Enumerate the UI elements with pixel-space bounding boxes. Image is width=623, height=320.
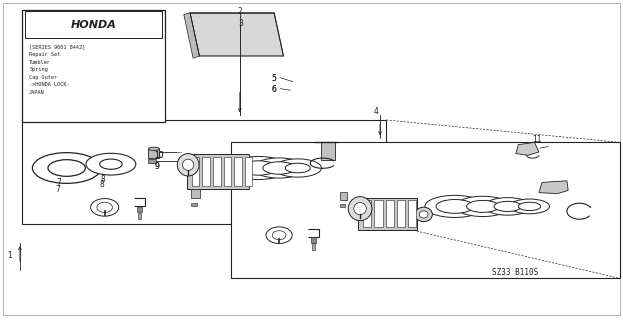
Ellipse shape [86,153,136,175]
Text: Repair Set: Repair Set [29,52,60,57]
Text: 7: 7 [57,178,62,187]
Text: Cap Outer: Cap Outer [29,75,57,80]
Text: 2: 2 [238,7,243,16]
Bar [25,11,162,38]
Polygon shape [22,120,386,224]
Text: 10: 10 [155,151,164,160]
Bar [192,157,199,186]
Bar [148,149,159,158]
Bar [363,200,371,227]
Polygon shape [231,142,620,278]
Text: 4: 4 [374,108,379,116]
Polygon shape [190,13,283,56]
Text: 9: 9 [155,162,159,171]
Bar [312,243,315,250]
Bar [386,200,394,227]
Ellipse shape [48,160,85,176]
Text: ->HONDA LOCK-: ->HONDA LOCK- [29,82,70,87]
Ellipse shape [419,211,428,218]
Bar [224,157,231,186]
Ellipse shape [100,159,122,169]
Ellipse shape [266,227,292,244]
Text: 11: 11 [533,135,542,144]
Bar [245,157,252,186]
Ellipse shape [510,199,549,214]
Text: 8: 8 [99,180,104,189]
Bar [397,200,405,227]
Text: 3: 3 [238,20,243,28]
Text: 5: 5 [272,74,277,83]
Ellipse shape [455,196,510,217]
Ellipse shape [272,231,286,240]
Text: HONDA: HONDA [70,20,117,30]
Ellipse shape [229,156,288,180]
Ellipse shape [518,202,541,211]
Bar [202,157,210,186]
Text: 1: 1 [7,252,12,260]
Ellipse shape [436,199,473,213]
Bar [358,198,417,230]
Bar [321,142,335,160]
Bar [191,203,197,206]
Ellipse shape [240,161,277,175]
Ellipse shape [148,147,159,150]
Polygon shape [539,181,568,194]
Text: 6: 6 [272,85,277,94]
Bar [138,213,141,219]
Bar [22,10,165,122]
Ellipse shape [415,207,432,221]
Bar [137,207,142,212]
Bar [234,157,242,186]
Ellipse shape [263,162,295,174]
Ellipse shape [177,154,199,176]
Ellipse shape [32,153,101,183]
Ellipse shape [467,200,499,212]
Text: 9: 9 [155,162,159,171]
Ellipse shape [484,198,531,215]
Text: 6: 6 [272,85,277,94]
Bar [191,189,200,198]
Ellipse shape [348,196,372,221]
Text: [SERIES 9001 8442]: [SERIES 9001 8442] [29,45,85,50]
Text: 7: 7 [55,185,60,194]
Text: 5: 5 [272,74,277,83]
Bar [148,159,156,163]
Ellipse shape [253,158,305,178]
Text: Spring: Spring [29,67,48,72]
Text: 8: 8 [100,175,105,184]
Text: 10: 10 [155,151,164,160]
Ellipse shape [354,203,366,215]
Bar [340,204,345,207]
Text: Tumbler: Tumbler [29,60,51,65]
Bar [408,200,416,227]
Bar [374,200,383,227]
Ellipse shape [97,202,112,212]
Polygon shape [516,142,539,155]
Text: SZ33 B110S: SZ33 B110S [492,268,538,277]
Bar [213,157,221,186]
Ellipse shape [494,201,521,212]
Ellipse shape [274,159,321,177]
Bar [311,237,316,243]
Ellipse shape [91,198,118,216]
Ellipse shape [425,195,485,218]
Polygon shape [184,13,199,58]
Ellipse shape [183,159,194,170]
Bar [340,192,347,200]
Text: JAPAN: JAPAN [29,90,45,95]
Bar [187,154,249,189]
Ellipse shape [285,163,310,173]
